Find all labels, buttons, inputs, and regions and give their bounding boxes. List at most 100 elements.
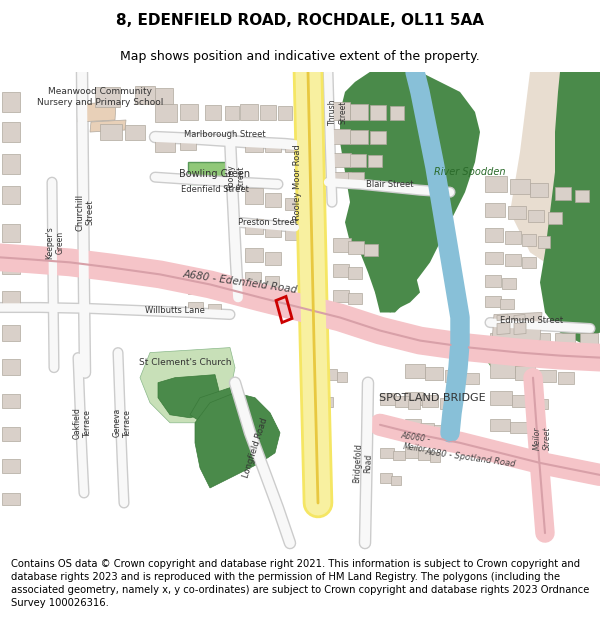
Bar [408, 399, 420, 409]
Bar [350, 130, 368, 144]
Bar [505, 254, 521, 266]
Bar [522, 258, 536, 268]
Bar [245, 188, 263, 204]
Text: Preston Street: Preston Street [238, 217, 298, 227]
Text: Geneva
Terrace: Geneva Terrace [112, 408, 132, 437]
Bar [2, 122, 20, 142]
Bar [528, 210, 544, 222]
Bar [348, 316, 361, 326]
Bar [350, 154, 366, 167]
Bar [208, 304, 221, 314]
Text: Bridgefold
Road: Bridgefold Road [352, 442, 374, 483]
Bar [135, 86, 155, 104]
Bar [2, 394, 20, 408]
Bar [2, 224, 20, 243]
Bar [100, 124, 122, 140]
Bar [575, 190, 589, 202]
Bar [2, 359, 20, 374]
Text: Willbutts Lane: Willbutts Lane [145, 306, 205, 315]
Bar [490, 419, 510, 431]
Bar [558, 372, 574, 384]
Bar [512, 395, 530, 407]
Bar [490, 332, 520, 352]
Polygon shape [78, 102, 116, 122]
Bar [285, 198, 299, 210]
Bar [260, 105, 276, 120]
Bar [155, 88, 173, 104]
Text: Map shows position and indicative extent of the property.: Map shows position and indicative extent… [120, 49, 480, 62]
Text: Thrush
Street: Thrush Street [328, 99, 348, 125]
Bar [285, 228, 299, 240]
Text: St Clement's Church: St Clement's Church [139, 358, 231, 367]
Bar [485, 228, 503, 242]
Bar [205, 105, 221, 120]
Bar [380, 419, 394, 431]
Text: Meilor
Street: Meilor Street [532, 426, 552, 449]
Bar [323, 397, 333, 407]
Bar [508, 206, 526, 219]
Polygon shape [195, 392, 280, 488]
Bar [350, 104, 368, 120]
Bar [380, 392, 396, 405]
Bar [348, 294, 362, 304]
Text: Longfield Road: Longfield Road [241, 417, 269, 479]
Bar [330, 129, 350, 144]
Bar [95, 87, 120, 107]
Bar [422, 395, 438, 407]
Bar [278, 106, 292, 120]
Polygon shape [158, 374, 220, 418]
Bar [515, 366, 535, 379]
Bar [348, 268, 362, 279]
Bar [434, 425, 446, 435]
Bar [188, 302, 203, 312]
Bar [538, 236, 550, 248]
Bar [2, 258, 20, 274]
Bar [465, 372, 479, 384]
Bar [391, 476, 401, 485]
Bar [530, 183, 548, 198]
Bar [348, 172, 364, 184]
Bar [425, 367, 443, 379]
Bar [180, 138, 196, 150]
Bar [2, 291, 20, 308]
Bar [505, 231, 521, 244]
Text: Contains OS data © Crown copyright and database right 2021. This information is : Contains OS data © Crown copyright and d… [11, 559, 589, 609]
Bar [522, 234, 536, 246]
Polygon shape [540, 72, 600, 343]
Text: 8, EDENFIELD ROAD, ROCHDALE, OL11 5AA: 8, EDENFIELD ROAD, ROCHDALE, OL11 5AA [116, 12, 484, 28]
Bar [510, 179, 530, 194]
Bar [2, 92, 20, 112]
Polygon shape [375, 268, 420, 312]
Bar [265, 276, 279, 288]
Bar [502, 278, 516, 289]
Bar [245, 272, 261, 284]
Bar [364, 244, 378, 256]
Bar [125, 125, 145, 140]
Bar [405, 392, 423, 405]
Bar [555, 332, 575, 349]
Bar [485, 176, 507, 192]
Text: Churchill
Street: Churchill Street [76, 194, 95, 231]
Polygon shape [90, 120, 126, 132]
Bar [485, 253, 503, 264]
Bar [555, 187, 571, 200]
Bar [538, 369, 556, 382]
Bar [228, 291, 240, 301]
Text: River Spodden: River Spodden [434, 167, 506, 177]
Bar [245, 140, 263, 152]
Text: Keeper's
Green: Keeper's Green [46, 226, 65, 259]
Bar [418, 450, 430, 460]
Bar [370, 131, 386, 144]
Bar [245, 248, 263, 262]
Polygon shape [497, 322, 510, 334]
Bar [188, 282, 204, 294]
Bar [368, 155, 382, 167]
Bar [420, 422, 434, 432]
Text: Oakfield
Terrace: Oakfield Terrace [73, 407, 92, 439]
Bar [485, 296, 501, 308]
Text: A6060 -
Meilor: A6060 - Meilor [399, 431, 431, 454]
Bar [393, 451, 405, 460]
Bar [330, 102, 350, 120]
Bar [490, 391, 512, 405]
Bar [405, 364, 425, 378]
